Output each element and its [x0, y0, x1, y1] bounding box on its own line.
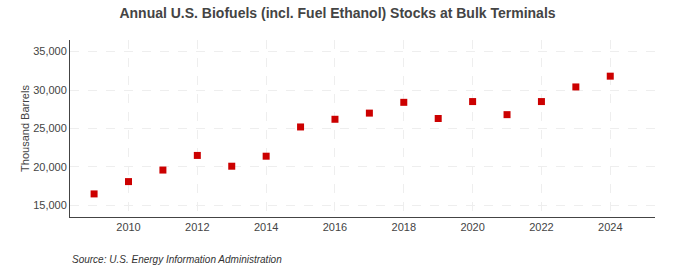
svg-text:2012: 2012 [185, 221, 209, 233]
svg-text:2010: 2010 [116, 221, 140, 233]
svg-text:2022: 2022 [529, 221, 553, 233]
svg-text:15,000: 15,000 [33, 199, 67, 211]
svg-text:Thousand Barrels: Thousand Barrels [19, 85, 31, 172]
svg-text:2020: 2020 [460, 221, 484, 233]
svg-text:30,000: 30,000 [33, 84, 67, 96]
svg-text:2018: 2018 [392, 221, 416, 233]
svg-text:2016: 2016 [323, 221, 347, 233]
svg-text:2024: 2024 [598, 221, 622, 233]
svg-text:25,000: 25,000 [33, 122, 67, 134]
svg-text:35,000: 35,000 [33, 45, 67, 57]
svg-text:Annual U.S. Biofuels (incl. Fu: Annual U.S. Biofuels (incl. Fuel Ethanol… [119, 5, 555, 21]
svg-text:2014: 2014 [254, 221, 278, 233]
svg-text:20,000: 20,000 [33, 161, 67, 173]
svg-text:Source: U.S. Energy Informatio: Source: U.S. Energy Information Administ… [72, 254, 282, 265]
